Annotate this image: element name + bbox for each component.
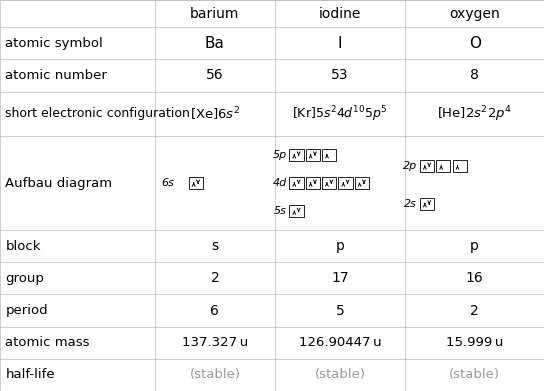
Text: period: period: [5, 304, 48, 317]
Text: atomic mass: atomic mass: [5, 336, 90, 349]
Text: s: s: [211, 239, 219, 253]
Text: 6s: 6s: [161, 178, 174, 188]
Text: 126.90447 u: 126.90447 u: [299, 336, 381, 349]
Text: 2s: 2s: [404, 199, 417, 209]
Text: short electronic configuration: short electronic configuration: [5, 108, 190, 120]
Text: I: I: [338, 36, 342, 51]
Text: 16: 16: [466, 271, 484, 285]
Text: Aufbau diagram: Aufbau diagram: [5, 177, 113, 190]
Text: [Kr]5$s^2$4$d^{10}$5$p^5$: [Kr]5$s^2$4$d^{10}$5$p^5$: [292, 104, 388, 124]
Bar: [289, 149, 304, 161]
Text: p: p: [470, 239, 479, 253]
Text: 8: 8: [470, 68, 479, 83]
Bar: [436, 160, 450, 172]
Text: barium: barium: [190, 7, 239, 21]
Text: atomic number: atomic number: [5, 69, 107, 82]
Text: 5p: 5p: [273, 150, 287, 160]
Text: 2: 2: [470, 303, 479, 317]
Text: 2p: 2p: [403, 161, 417, 171]
Text: p: p: [336, 239, 344, 253]
Text: [He]2$s^2$2$p^4$: [He]2$s^2$2$p^4$: [437, 104, 512, 124]
Text: 137.327 u: 137.327 u: [182, 336, 248, 349]
Text: oxygen: oxygen: [449, 7, 500, 21]
Text: (stable): (stable): [449, 368, 500, 381]
Text: 17: 17: [331, 271, 349, 285]
Bar: [289, 177, 304, 189]
Text: (stable): (stable): [314, 368, 366, 381]
Bar: [338, 177, 353, 189]
Bar: [189, 177, 203, 189]
Text: [Xe]6$s^2$: [Xe]6$s^2$: [190, 105, 240, 123]
Bar: [420, 160, 434, 172]
Text: 5s: 5s: [274, 206, 287, 216]
Text: group: group: [5, 272, 44, 285]
Bar: [453, 160, 467, 172]
Bar: [306, 149, 320, 161]
Text: 2: 2: [211, 271, 219, 285]
Text: iodine: iodine: [319, 7, 361, 21]
Bar: [289, 206, 304, 217]
Text: O: O: [468, 36, 481, 51]
Text: 15.999 u: 15.999 u: [446, 336, 503, 349]
Text: 4d: 4d: [273, 178, 287, 188]
Bar: [420, 198, 434, 210]
Text: Ba: Ba: [205, 36, 225, 51]
Text: 56: 56: [206, 68, 224, 83]
Text: half-life: half-life: [5, 368, 55, 381]
Bar: [306, 177, 320, 189]
Bar: [322, 177, 336, 189]
Text: 6: 6: [211, 303, 219, 317]
Text: 53: 53: [331, 68, 349, 83]
Text: (stable): (stable): [189, 368, 240, 381]
Text: 5: 5: [336, 303, 344, 317]
Bar: [355, 177, 369, 189]
Text: block: block: [5, 240, 41, 253]
Text: atomic symbol: atomic symbol: [5, 37, 103, 50]
Bar: [322, 149, 336, 161]
